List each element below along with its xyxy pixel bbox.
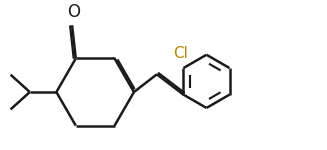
Text: Cl: Cl: [173, 46, 188, 61]
Text: O: O: [67, 3, 80, 21]
